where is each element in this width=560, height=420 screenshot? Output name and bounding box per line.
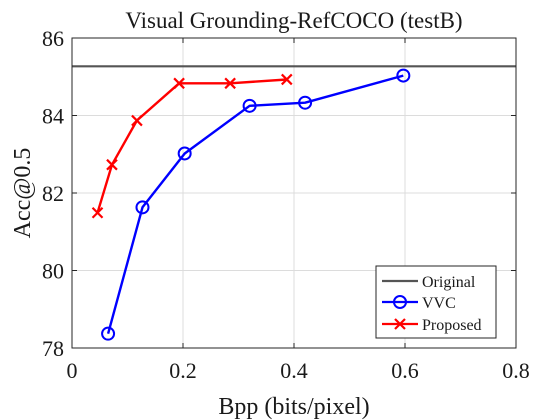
data-point-vvc bbox=[135, 200, 150, 215]
legend-marker-vvc bbox=[393, 295, 407, 309]
x-tick-label: 0.6 bbox=[391, 358, 419, 383]
series-line-proposed bbox=[96, 78, 287, 214]
y-tick-label: 86 bbox=[42, 26, 64, 51]
y-tick-label: 80 bbox=[42, 259, 64, 284]
data-point-vvc bbox=[177, 146, 192, 161]
legend-label-original: Original bbox=[422, 274, 476, 291]
data-point-vvc bbox=[396, 68, 411, 83]
chart-title: Visual Grounding-RefCOCO (testB) bbox=[125, 8, 462, 33]
series-line-vvc bbox=[106, 74, 404, 335]
series-layer bbox=[72, 65, 516, 341]
data-point-proposed bbox=[106, 158, 118, 171]
data-point-vvc bbox=[101, 326, 116, 341]
y-tick-label: 78 bbox=[42, 336, 64, 361]
data-point-proposed bbox=[131, 114, 143, 127]
legend-label-vvc: VVC bbox=[422, 295, 456, 312]
x-tick-label: 0 bbox=[67, 358, 78, 383]
legend: Original VVC Proposed bbox=[375, 265, 497, 339]
data-point-vvc bbox=[242, 98, 257, 113]
data-point-proposed bbox=[281, 73, 293, 86]
legend-marker-proposed bbox=[394, 318, 406, 330]
x-tick-label: 0.8 bbox=[502, 358, 530, 383]
y-tick-label: 82 bbox=[42, 181, 64, 206]
legend-label-proposed: Proposed bbox=[422, 317, 482, 334]
data-point-proposed bbox=[224, 77, 236, 90]
y-tick-label: 84 bbox=[42, 104, 64, 129]
data-point-proposed bbox=[91, 206, 104, 219]
data-point-vvc bbox=[298, 95, 313, 110]
x-tick-label: 0.2 bbox=[169, 358, 197, 383]
data-point-proposed bbox=[173, 77, 185, 90]
x-axis-label: Bpp (bits/pixel) bbox=[218, 394, 369, 420]
y-axis-label: Acc@0.5 bbox=[10, 148, 36, 239]
x-tick-label: 0.4 bbox=[280, 358, 308, 383]
ticks: 0 0.2 0.4 0.6 0.8 78 80 82 84 86 bbox=[42, 26, 530, 383]
